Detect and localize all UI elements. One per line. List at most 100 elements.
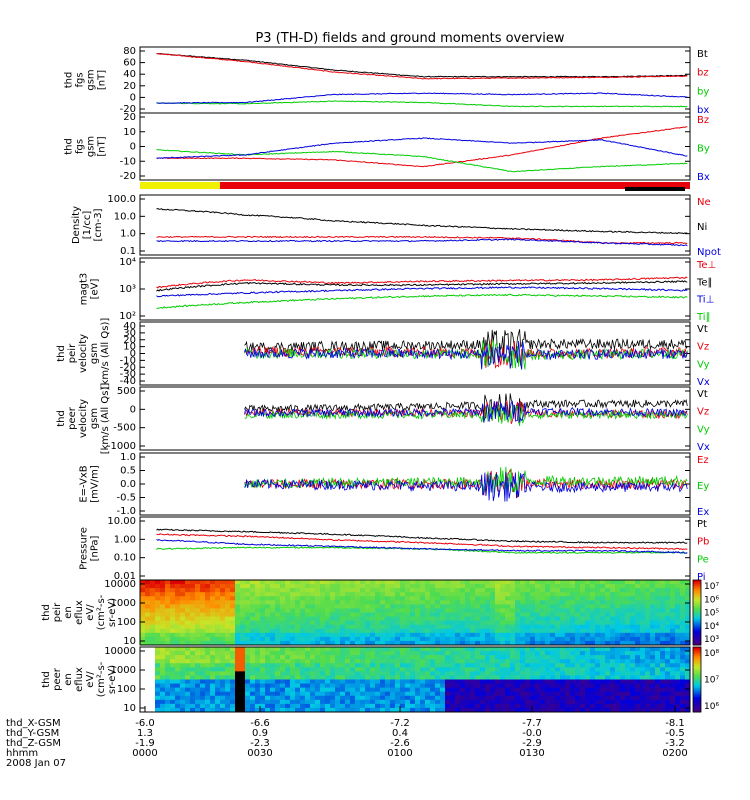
spectrogram-cell	[420, 636, 426, 642]
spectrogram-cell	[240, 616, 246, 622]
spectrogram-cell	[210, 608, 216, 613]
spectrogram-cell	[230, 604, 236, 609]
spectrogram-cell	[510, 691, 516, 697]
spectrogram-cell	[350, 596, 356, 601]
spectrogram-cell	[665, 647, 671, 652]
series-Vy-line	[244, 404, 688, 426]
spectrogram-cell	[450, 647, 456, 652]
spectrogram-cell	[315, 703, 321, 709]
spectrogram-cell	[680, 628, 686, 634]
spectrogram-cell	[650, 695, 656, 701]
spectrogram-cell	[205, 584, 211, 589]
spectrogram-cell	[410, 608, 416, 613]
spectrogram-cell	[500, 671, 506, 676]
spectrogram-cell	[560, 671, 566, 676]
y-tick-label: 0	[130, 92, 136, 103]
y-axis-label: gsm	[89, 343, 100, 364]
colorbar-cell	[693, 679, 701, 683]
spectrogram-cell	[520, 620, 526, 626]
spectrogram-cell	[305, 592, 311, 597]
spectrogram-cell	[385, 647, 391, 652]
spectrogram-cell	[525, 695, 531, 701]
spectrogram-cell	[180, 655, 186, 660]
spectrogram-cell	[240, 667, 246, 672]
spectrogram-cell	[195, 608, 201, 613]
spectrogram-cell	[490, 632, 496, 638]
spectrogram-cell	[295, 691, 301, 697]
spectrogram-cell	[325, 640, 331, 646]
spectrogram-cell	[365, 655, 371, 660]
spectrogram-cell	[415, 679, 421, 685]
spectrogram-cell	[180, 703, 186, 709]
spectrogram-cell	[455, 616, 461, 622]
spectrogram-cell	[245, 647, 251, 652]
spectrogram-cell	[315, 636, 321, 642]
spectrogram-cell	[310, 604, 316, 609]
spectrogram-cell	[650, 675, 656, 680]
spectrogram-cell	[155, 596, 161, 601]
spectrogram-cell	[375, 675, 381, 680]
spectrogram-cell	[420, 628, 426, 634]
spectrogram-cell	[225, 687, 231, 693]
spectrogram-cell	[390, 663, 396, 668]
spectrogram-cell	[190, 628, 196, 634]
spectrogram-cell	[600, 659, 606, 664]
spectrogram-cell	[670, 671, 676, 676]
spectrogram-cell	[255, 600, 261, 605]
spectrogram-cell	[505, 695, 511, 701]
spectrogram-cell	[485, 695, 491, 701]
spectrogram-cell	[490, 584, 496, 589]
spectrogram-cell	[520, 675, 526, 680]
spectrogram-cell	[325, 616, 331, 622]
spectrogram-cell	[570, 632, 576, 638]
spectrogram-cell	[390, 588, 396, 593]
spectrogram-cell	[680, 620, 686, 626]
spectrogram-cell	[335, 608, 341, 613]
spectrogram-cell	[205, 596, 211, 601]
spectrogram-cell	[340, 600, 346, 605]
spectrogram-cell	[440, 600, 446, 605]
spectrogram-cell	[230, 699, 236, 705]
spectrogram-cell	[670, 679, 676, 685]
spectrogram-cell	[625, 703, 631, 709]
spectrogram-cell	[545, 667, 551, 672]
spectrogram-cell	[515, 612, 521, 618]
spectrogram-cell	[220, 667, 226, 672]
spectrogram-cell	[640, 588, 646, 593]
spectrogram-cell	[140, 604, 146, 609]
spectrogram-cell	[385, 608, 391, 613]
spectrogram-cell	[155, 671, 161, 676]
colorbar-cell	[693, 664, 701, 667]
spectrogram-cell	[520, 612, 526, 618]
spectrogram-cell	[275, 604, 281, 609]
spectrogram-cell	[415, 588, 421, 593]
spectrogram-cell	[535, 695, 541, 701]
spectrogram-cell	[395, 707, 401, 713]
spectrogram-cell	[340, 695, 346, 701]
spectrogram-cell	[510, 596, 516, 601]
spectrogram-cell	[580, 647, 586, 652]
spectrogram-cell	[290, 679, 296, 685]
y-tick-label: 10³	[119, 284, 136, 295]
spectrogram-cell	[155, 592, 161, 597]
spectrogram-cell	[640, 707, 646, 713]
spectrogram-cell	[665, 671, 671, 676]
spectrogram-cell	[155, 659, 161, 664]
spectrogram-cell	[655, 636, 661, 642]
spectrogram-cell	[160, 667, 166, 672]
spectrogram-cell	[205, 608, 211, 613]
spectrogram-cell	[435, 588, 441, 593]
spectrogram-cell	[495, 632, 501, 638]
spectrogram-cell	[525, 620, 531, 626]
spectrogram-cell	[610, 600, 616, 605]
spectrogram-cell	[365, 691, 371, 697]
spectrogram-cell	[505, 671, 511, 676]
spectrogram-cell	[495, 707, 501, 713]
spectrogram-cell	[565, 659, 571, 664]
spectrogram-cell	[350, 620, 356, 626]
spectrogram-cell	[590, 647, 596, 652]
spectrogram-cell	[210, 596, 216, 601]
spectrogram-cell	[480, 675, 486, 680]
spectrogram-cell	[560, 616, 566, 622]
spectrogram-cell	[400, 608, 406, 613]
